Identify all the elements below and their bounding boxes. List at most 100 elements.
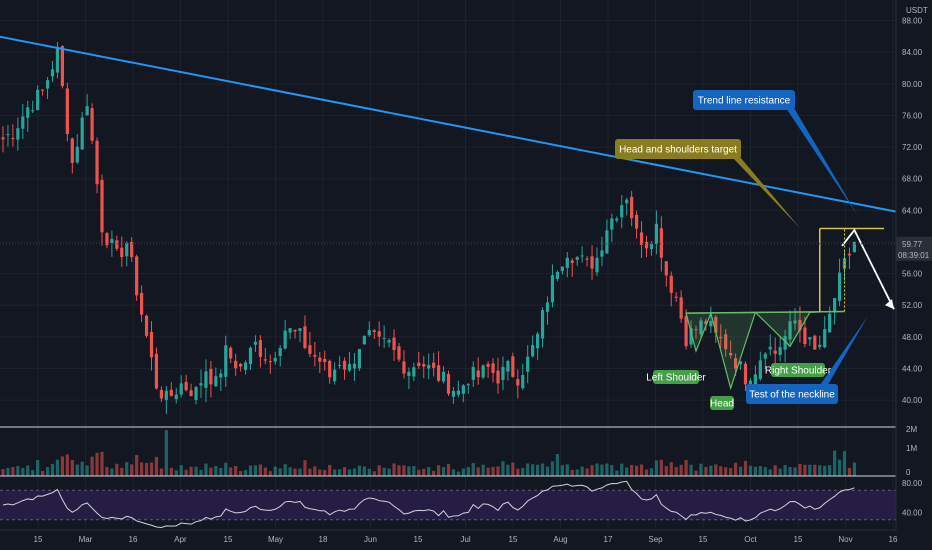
candle-up (610, 218, 614, 230)
currency-label: USDT (906, 6, 928, 15)
candle-down (239, 364, 243, 367)
time-tick-label: 15 (414, 535, 423, 544)
candle-up (441, 371, 446, 382)
candle-down (263, 359, 267, 361)
candle-up (80, 117, 84, 150)
candle-down (729, 352, 733, 356)
volume-bar (179, 465, 183, 476)
candle-down (397, 346, 401, 360)
time-tick-label: 16 (889, 535, 898, 544)
candle-up (194, 387, 198, 400)
time-tick-label: Mar (79, 535, 93, 544)
forecast-arrow-line (841, 228, 895, 310)
candle-down (704, 321, 708, 325)
candle-down (328, 360, 332, 378)
volume-bar (308, 468, 312, 476)
candle-down (486, 363, 490, 367)
candle-down (664, 261, 668, 276)
volume-bar (605, 463, 609, 476)
candle-down (234, 360, 238, 369)
candle-up (768, 346, 772, 350)
candle-down (803, 327, 807, 345)
candle-down (293, 329, 297, 332)
volume-bar (748, 465, 753, 476)
volume-bar (239, 471, 243, 476)
volume-bar (90, 456, 94, 476)
volume-bar (333, 469, 337, 476)
candle-down (743, 363, 748, 385)
candle-down (130, 241, 134, 258)
candle-up (709, 320, 713, 327)
candle-down (674, 296, 678, 298)
candle-up (298, 328, 302, 331)
head-label-box (710, 396, 734, 410)
candle-down (184, 381, 188, 391)
volume-bar (313, 466, 317, 476)
candle-down (90, 108, 94, 141)
candle-down (516, 379, 520, 386)
volume-bar (659, 459, 663, 476)
price-axis[interactable]: USDT88.0084.0080.0076.0072.0068.0064.006… (895, 0, 932, 550)
candle-up (347, 363, 352, 371)
volume-bar (338, 469, 342, 476)
candle-up (808, 337, 812, 340)
candle-down (209, 368, 213, 385)
time-tick-label: May (268, 535, 283, 544)
candle-up (555, 271, 559, 279)
candle-down (724, 334, 728, 350)
candle-up (125, 243, 129, 257)
candle-up (783, 336, 787, 350)
volume-bar (540, 463, 545, 476)
volume-bar (476, 467, 480, 476)
time-tick-label: 15 (224, 535, 233, 544)
candle-up (580, 255, 584, 257)
volume-bar (644, 469, 649, 476)
volume-bar (486, 467, 490, 476)
right-shoulder-label-text: Right Shoulder (765, 366, 832, 377)
volume-bar (565, 464, 569, 476)
candle-up (625, 199, 629, 204)
time-tick-label: Apr (174, 535, 187, 544)
time-axis[interactable]: 15 Mar 16 Apr 15 May 18 Jun 15 Jul 15 Aug 17 Sep 15 Oct… (0, 529, 932, 550)
candle-down (60, 46, 64, 87)
volume-bar (491, 466, 495, 476)
volume-bar (654, 460, 658, 476)
volume-bar (570, 469, 574, 476)
volume-bar (219, 467, 223, 476)
volume-bar (362, 466, 366, 476)
candle-up (427, 364, 431, 369)
volume-bar (278, 468, 282, 476)
candle-up (204, 371, 208, 388)
candle-down (65, 88, 69, 135)
candle-down (169, 389, 173, 396)
volume-bar (60, 456, 64, 476)
volume-bar (318, 469, 322, 476)
candle-up (352, 363, 357, 369)
volume-bar (639, 464, 644, 476)
time-tick-label: Jun (364, 535, 377, 544)
candle-up (26, 107, 30, 118)
candle-up (214, 376, 218, 387)
candle-up (550, 275, 555, 303)
volume-tick-label: 2M (906, 425, 917, 434)
price-tick-label: 80.00 (902, 80, 923, 89)
volume-bar (575, 469, 579, 476)
volume-bar (526, 463, 530, 476)
volume-bar (664, 466, 668, 476)
volume-bar (471, 462, 475, 476)
candle-up (615, 218, 619, 221)
volume-bar (753, 466, 757, 476)
volume-bar (357, 465, 361, 476)
trendline-label-text: Trend line resistance (698, 96, 791, 107)
pane-dividers[interactable] (0, 426, 896, 477)
volume-bar (140, 462, 144, 476)
volume-bar (372, 471, 376, 476)
volume-bar (342, 467, 347, 476)
volume-bar (135, 454, 139, 476)
volume-bar (560, 465, 564, 476)
annotations: Trend line resistance Head and shoulders … (615, 90, 868, 410)
volume-bar (768, 469, 772, 476)
volume-bar (555, 453, 559, 476)
volume-bar (635, 465, 639, 476)
